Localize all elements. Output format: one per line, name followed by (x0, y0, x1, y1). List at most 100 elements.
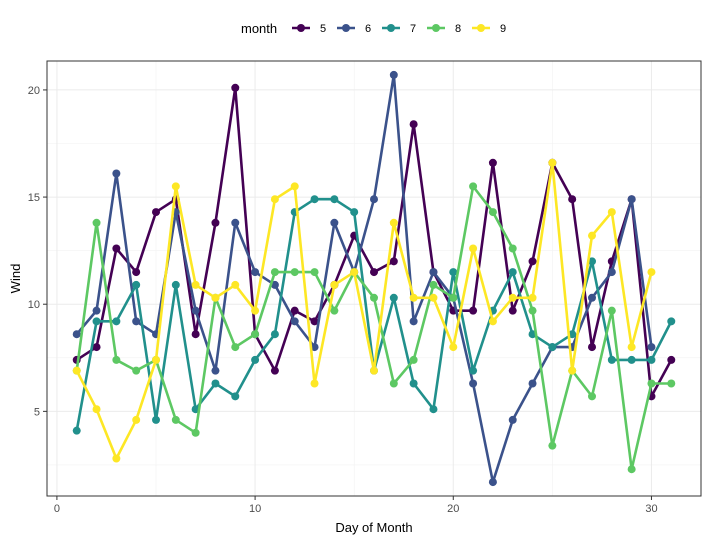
data-point (488, 208, 497, 217)
data-point (171, 415, 180, 424)
data-point (112, 454, 121, 463)
data-point (389, 257, 398, 266)
data-point (588, 392, 596, 401)
data-point (409, 379, 418, 388)
data-point (152, 415, 160, 424)
data-point (607, 208, 616, 217)
legend-label: 5 (320, 23, 326, 35)
data-point (310, 343, 319, 352)
data-point (191, 306, 200, 315)
data-point (251, 330, 260, 339)
data-point (370, 195, 378, 204)
data-point (270, 330, 279, 339)
data-point (627, 355, 636, 364)
data-point (72, 330, 81, 339)
data-point (72, 366, 81, 375)
data-point (627, 195, 636, 204)
data-point (231, 83, 240, 92)
data-point (607, 268, 616, 277)
data-point (310, 317, 319, 326)
data-point (370, 293, 378, 302)
data-point (469, 182, 478, 191)
data-point (528, 257, 537, 266)
data-point (132, 317, 141, 326)
data-point (548, 158, 557, 167)
data-point (270, 195, 279, 204)
series-line (75, 73, 653, 484)
data-point (211, 218, 220, 227)
data-point (508, 415, 517, 424)
data-point (231, 218, 240, 227)
legend-key-point (297, 24, 305, 32)
data-point (389, 70, 398, 79)
legend-title: month (241, 21, 277, 36)
x-axis-title: Day of Month (335, 520, 412, 535)
y-tick-label: 5 (34, 406, 40, 418)
data-point (112, 355, 121, 364)
data-point (469, 379, 478, 388)
data-point (290, 317, 299, 326)
data-point (152, 355, 160, 364)
data-point (132, 366, 141, 375)
data-point (270, 268, 279, 277)
data-point (469, 366, 478, 375)
series-month-8 (72, 182, 676, 474)
legend-label: 9 (500, 23, 506, 35)
data-point (647, 355, 656, 364)
data-point (112, 169, 121, 178)
data-point (667, 355, 676, 364)
series-line (75, 197, 673, 432)
data-point (171, 280, 180, 289)
data-point (647, 268, 656, 277)
data-point (588, 257, 596, 266)
legend-key-point (477, 24, 485, 32)
data-point (191, 428, 200, 437)
data-point (92, 306, 101, 315)
x-tick-label: 20 (447, 503, 459, 515)
data-point (290, 182, 299, 191)
plot-panel (46, 60, 702, 497)
y-tick-label: 10 (28, 299, 40, 311)
data-point (588, 343, 596, 352)
data-point (231, 280, 240, 289)
data-point (449, 343, 458, 352)
data-point (647, 343, 656, 352)
series-line (75, 185, 673, 471)
series-month-6 (72, 70, 656, 487)
legend-label: 8 (455, 23, 461, 35)
data-point (508, 244, 517, 253)
legend: month 5 6 7 8 9 (241, 21, 506, 36)
data-point (508, 268, 517, 277)
data-point (350, 208, 359, 217)
data-point (607, 355, 616, 364)
data-point (231, 392, 240, 401)
data-point (528, 306, 537, 315)
x-tick-label: 0 (54, 503, 60, 515)
data-point (667, 379, 676, 388)
series-line (75, 161, 653, 460)
data-point (607, 306, 616, 315)
data-point (92, 317, 101, 326)
data-point (211, 366, 220, 375)
data-point (211, 293, 220, 302)
data-point (429, 405, 438, 414)
data-point (429, 268, 438, 277)
data-point (370, 268, 378, 277)
legend-item-7: 7 (382, 23, 416, 35)
data-point (588, 231, 596, 240)
x-axis: 0 10 20 30 (54, 496, 658, 515)
data-point (469, 244, 478, 253)
data-point (310, 379, 319, 388)
series-month-9 (72, 158, 656, 463)
panel-border (46, 60, 702, 497)
data-point (568, 366, 577, 375)
y-axis-title: Wind (8, 264, 23, 294)
data-point (251, 306, 260, 315)
data-point (488, 317, 497, 326)
series-month-5 (72, 83, 676, 401)
data-point (409, 293, 418, 302)
data-point (647, 379, 656, 388)
legend-label: 7 (410, 23, 416, 35)
data-point (469, 306, 478, 315)
